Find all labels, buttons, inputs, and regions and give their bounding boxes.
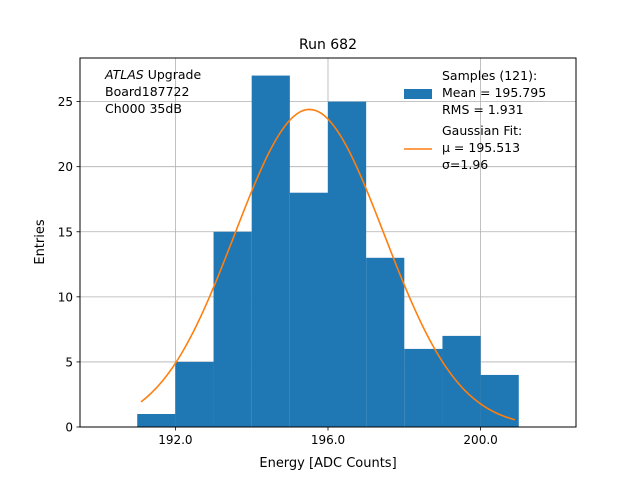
gaussian-fit [140,108,516,421]
legend-text: Gaussian Fit: [442,123,522,138]
histogram-bar [251,75,290,428]
legend: Samples (121): Mean = 195.795 RMS = 1.93… [404,68,546,172]
histogram-bar [442,335,481,427]
legend-text: σ=1.96 [442,157,488,172]
y-tick-label: 20 [58,160,73,174]
y-axis: 0 5 10 15 20 25 [58,95,80,435]
y-axis-label: Entries [33,219,48,265]
y-tick-label: 5 [65,355,73,369]
legend-patch-samples [404,89,432,99]
chart-title: Run 682 [299,37,357,53]
legend-text: μ = 195.513 [442,140,520,155]
histogram-bar [213,231,252,427]
histogram-bar [404,348,443,427]
histogram-bar [175,361,214,427]
legend-text: RMS = 1.931 [442,102,524,117]
histogram-bars [137,75,519,428]
y-tick-label: 0 [65,421,73,435]
x-tick-label: 196.0 [311,433,345,447]
histogram-bar [366,257,405,427]
y-tick-label: 15 [58,225,73,239]
annotation-line: ATLAS Upgrade [104,67,201,82]
x-axis: 192.0 196.0 200.0 [158,427,498,447]
histogram-bar [328,101,367,427]
atlas-annotation: ATLAS Upgrade Board187722 Ch000 35dB [104,67,201,116]
histogram-bar [137,413,176,427]
gaussian-fit-line [140,108,516,421]
x-axis-label: Energy [ADC Counts] [259,456,396,471]
annotation-line: Ch000 35dB [105,101,182,116]
x-tick-label: 200.0 [463,433,497,447]
y-tick-label: 25 [58,95,73,109]
x-tick-label: 192.0 [158,433,192,447]
legend-text: Mean = 195.795 [442,85,546,100]
legend-text: Samples (121): [442,68,537,83]
histogram-bar [289,192,328,427]
annotation-line: Board187722 [105,84,189,99]
y-tick-label: 10 [58,290,73,304]
